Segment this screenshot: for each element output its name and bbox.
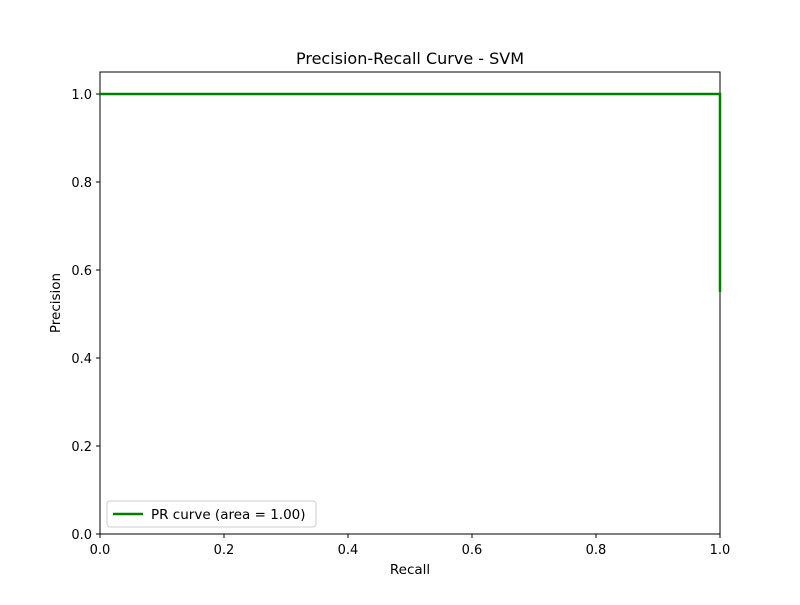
legend-box: [106, 500, 317, 528]
x-axis-ticks: 0.0 0.2 0.4 0.6 0.8 1.0: [90, 534, 731, 558]
series-layer: [100, 92, 722, 292]
y-tick-label: 0.0: [71, 528, 92, 543]
legend-label: PR curve (area = 1.00): [151, 507, 306, 523]
x-tick-label: 0.2: [214, 543, 235, 558]
y-tick-label: 0.8: [71, 176, 92, 191]
x-tick-label: 1.0: [710, 543, 731, 558]
x-tick-label: 0.6: [462, 543, 483, 558]
x-tick-label: 0.8: [586, 543, 607, 558]
plot-area: [99, 71, 722, 535]
y-tick-label: 0.4: [71, 352, 92, 367]
x-axis-title: Recall: [390, 562, 430, 578]
y-axis-ticks: 0.0 0.2 0.4 0.6 0.8 1.0: [71, 88, 100, 543]
x-tick-label: 0.0: [90, 543, 111, 558]
y-tick-label: 0.2: [71, 440, 92, 455]
chart-title: Precision-Recall Curve - SVM: [296, 49, 524, 68]
y-tick-label: 0.6: [71, 264, 92, 279]
series-line-pr-curve: [100, 92, 722, 292]
y-axis-title: Precision: [48, 273, 64, 333]
plot-frame: [99, 71, 721, 535]
y-tick-label: 1.0: [71, 88, 92, 103]
legend: PR curve (area = 1.00): [106, 500, 317, 528]
x-tick-label: 0.4: [338, 543, 359, 558]
